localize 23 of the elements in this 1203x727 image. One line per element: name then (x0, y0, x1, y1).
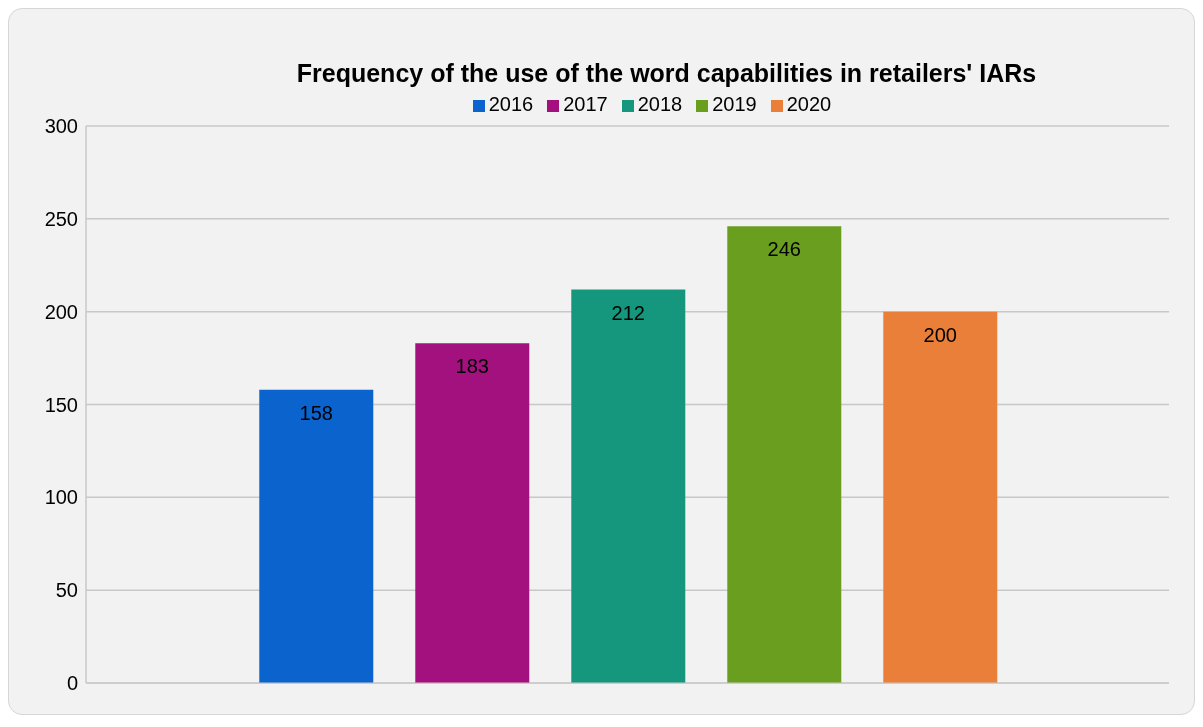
legend-label: 2016 (488, 93, 534, 115)
y-tick-label: 0 (66, 672, 78, 695)
bar (259, 389, 374, 683)
y-tick-label: 250 (44, 207, 78, 230)
y-tick-label: 300 (44, 115, 78, 138)
legend-label: 2020 (786, 93, 832, 115)
data-label: 212 (611, 301, 645, 324)
data-label: 200 (923, 323, 957, 346)
y-tick-label: 150 (44, 393, 78, 416)
legend-label: 2019 (712, 93, 757, 115)
data-label: 246 (767, 238, 801, 261)
legend-label: 2017 (563, 93, 608, 115)
data-label: 183 (455, 355, 489, 378)
bar (571, 289, 686, 683)
data-label: 158 (299, 401, 333, 424)
legend-label: 2018 (637, 93, 683, 115)
bar (883, 311, 998, 683)
bar (727, 226, 842, 683)
y-tick-label: 200 (44, 300, 78, 323)
y-tick-label: 100 (44, 486, 78, 509)
bar (415, 343, 530, 683)
y-tick-label: 50 (55, 579, 78, 602)
chart-title: Frequency of the use of the word capabilities in retailers' IARs (295, 58, 1038, 88)
